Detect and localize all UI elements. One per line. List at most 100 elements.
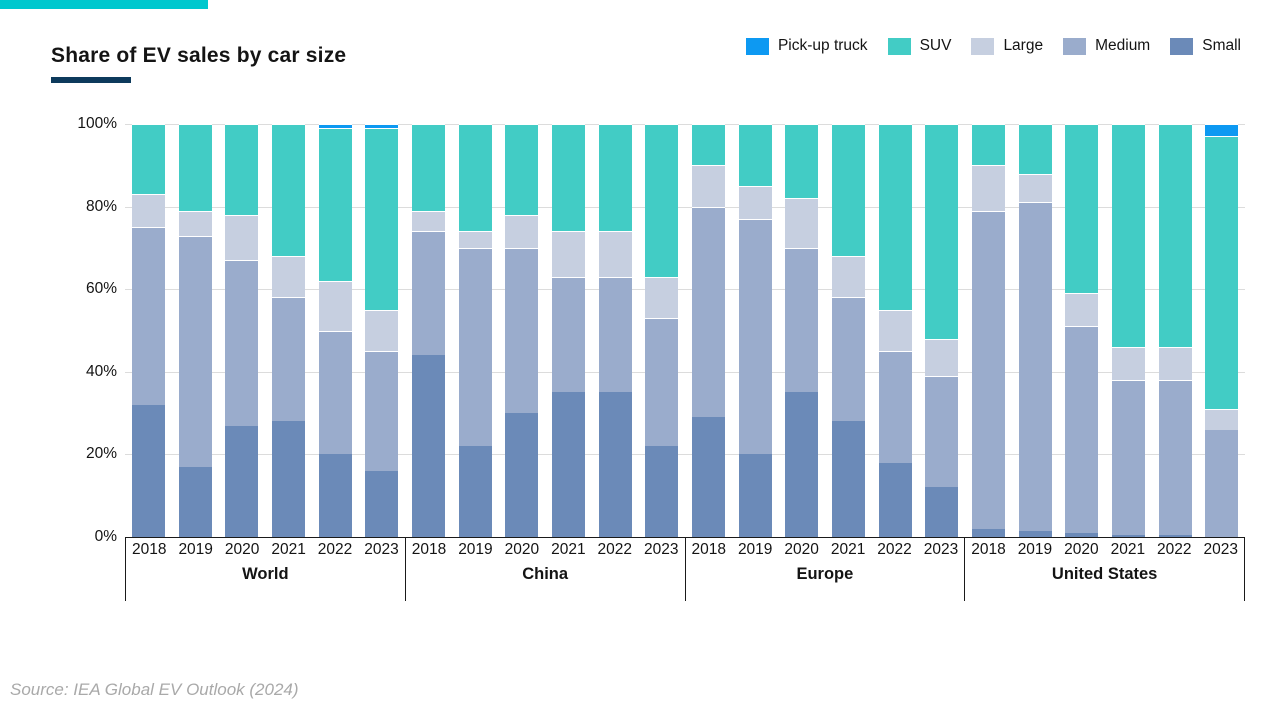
- bar-segment-large[interactable]: [831, 256, 865, 298]
- bar-segment-medium[interactable]: [831, 297, 865, 422]
- bar-segment-medium[interactable]: [738, 219, 772, 455]
- bar-segment-small[interactable]: [1065, 532, 1099, 537]
- bar-united-states-2019[interactable]: [1018, 124, 1052, 537]
- bar-segment-large[interactable]: [691, 165, 725, 207]
- bar-segment-medium[interactable]: [1205, 429, 1239, 537]
- bar-segment-medium[interactable]: [365, 351, 399, 471]
- bar-segment-large[interactable]: [551, 231, 585, 277]
- bar-world-2023[interactable]: [365, 124, 399, 537]
- bar-china-2019[interactable]: [458, 124, 492, 537]
- bar-segment-suv[interactable]: [738, 124, 772, 186]
- bar-segment-small[interactable]: [691, 417, 725, 537]
- bar-segment-suv[interactable]: [645, 124, 679, 277]
- bar-segment-medium[interactable]: [785, 247, 819, 393]
- bar-united-states-2021[interactable]: [1111, 124, 1145, 537]
- bar-world-2018[interactable]: [131, 124, 165, 537]
- bar-segment-small[interactable]: [971, 528, 1005, 537]
- bar-segment-suv[interactable]: [225, 124, 259, 215]
- bar-segment-medium[interactable]: [458, 247, 492, 447]
- bar-segment-medium[interactable]: [131, 227, 165, 405]
- bar-segment-suv[interactable]: [1065, 124, 1099, 294]
- bar-segment-suv[interactable]: [178, 124, 212, 211]
- bar-segment-medium[interactable]: [1018, 202, 1052, 531]
- legend-item-large[interactable]: Large: [971, 37, 1043, 55]
- bar-segment-large[interactable]: [598, 231, 632, 277]
- bar-segment-large[interactable]: [178, 210, 212, 236]
- bar-segment-small[interactable]: [1158, 534, 1192, 537]
- bar-segment-medium[interactable]: [878, 351, 912, 463]
- bar-segment-suv[interactable]: [458, 124, 492, 232]
- bar-segment-suv[interactable]: [411, 124, 445, 211]
- legend-item-suv[interactable]: SUV: [887, 37, 951, 55]
- bar-segment-medium[interactable]: [1158, 380, 1192, 535]
- bar-segment-suv[interactable]: [1158, 124, 1192, 348]
- bar-segment-suv[interactable]: [271, 124, 305, 257]
- bar-segment-medium[interactable]: [178, 235, 212, 467]
- bar-segment-suv[interactable]: [831, 124, 865, 257]
- bar-segment-suv[interactable]: [878, 124, 912, 310]
- bar-segment-small[interactable]: [925, 487, 959, 537]
- bar-united-states-2023[interactable]: [1205, 124, 1239, 537]
- bar-segment-pick-up-truck[interactable]: [1205, 124, 1239, 137]
- bar-segment-suv[interactable]: [551, 124, 585, 232]
- bar-segment-large[interactable]: [1158, 347, 1192, 381]
- bar-china-2022[interactable]: [598, 124, 632, 537]
- bar-europe-2018[interactable]: [691, 124, 725, 537]
- bar-segment-small[interactable]: [1018, 530, 1052, 537]
- bar-segment-small[interactable]: [645, 446, 679, 537]
- bar-segment-small[interactable]: [1111, 534, 1145, 537]
- bar-segment-suv[interactable]: [1111, 124, 1145, 348]
- bar-segment-medium[interactable]: [691, 206, 725, 418]
- bar-segment-small[interactable]: [598, 392, 632, 537]
- bar-china-2018[interactable]: [411, 124, 445, 537]
- bar-europe-2020[interactable]: [785, 124, 819, 537]
- bar-segment-large[interactable]: [225, 214, 259, 261]
- bar-segment-medium[interactable]: [225, 260, 259, 426]
- bar-segment-large[interactable]: [458, 231, 492, 248]
- bar-segment-suv[interactable]: [505, 124, 539, 215]
- bar-segment-medium[interactable]: [1111, 380, 1145, 535]
- bar-segment-large[interactable]: [878, 309, 912, 352]
- bar-segment-suv[interactable]: [598, 124, 632, 232]
- bar-segment-large[interactable]: [971, 165, 1005, 211]
- bar-united-states-2020[interactable]: [1065, 124, 1099, 537]
- bar-world-2022[interactable]: [318, 124, 352, 537]
- bar-segment-large[interactable]: [365, 309, 399, 352]
- bar-segment-suv[interactable]: [1205, 136, 1239, 409]
- bar-segment-suv[interactable]: [925, 124, 959, 339]
- bar-segment-suv[interactable]: [691, 124, 725, 166]
- bar-segment-large[interactable]: [131, 194, 165, 228]
- bar-segment-suv[interactable]: [1018, 124, 1052, 174]
- bar-china-2020[interactable]: [505, 124, 539, 537]
- bar-segment-medium[interactable]: [505, 247, 539, 414]
- bar-segment-suv[interactable]: [318, 128, 352, 281]
- bar-segment-suv[interactable]: [785, 124, 819, 199]
- bar-segment-pick-up-truck[interactable]: [318, 124, 352, 129]
- bar-segment-medium[interactable]: [598, 276, 632, 393]
- bar-segment-small[interactable]: [365, 470, 399, 537]
- bar-segment-large[interactable]: [1205, 408, 1239, 430]
- bar-segment-large[interactable]: [411, 210, 445, 232]
- bar-segment-small[interactable]: [458, 446, 492, 537]
- bar-world-2020[interactable]: [225, 124, 259, 537]
- bar-segment-medium[interactable]: [411, 231, 445, 356]
- bar-segment-medium[interactable]: [271, 297, 305, 422]
- bar-segment-pick-up-truck[interactable]: [365, 124, 399, 129]
- bar-segment-small[interactable]: [131, 404, 165, 537]
- bar-segment-suv[interactable]: [971, 124, 1005, 166]
- bar-segment-small[interactable]: [551, 392, 585, 537]
- bar-segment-large[interactable]: [271, 256, 305, 298]
- bar-segment-large[interactable]: [505, 214, 539, 248]
- legend-item-small[interactable]: Small: [1170, 37, 1241, 55]
- legend-item-medium[interactable]: Medium: [1063, 37, 1150, 55]
- bar-world-2019[interactable]: [178, 124, 212, 537]
- bar-united-states-2018[interactable]: [971, 124, 1005, 537]
- legend-item-pick-up-truck[interactable]: Pick-up truck: [745, 37, 868, 55]
- bar-segment-large[interactable]: [645, 276, 679, 319]
- bar-segment-large[interactable]: [1065, 293, 1099, 327]
- bar-segment-medium[interactable]: [971, 210, 1005, 529]
- bar-segment-large[interactable]: [925, 338, 959, 376]
- bar-segment-medium[interactable]: [925, 375, 959, 488]
- bar-china-2021[interactable]: [551, 124, 585, 537]
- bar-europe-2021[interactable]: [831, 124, 865, 537]
